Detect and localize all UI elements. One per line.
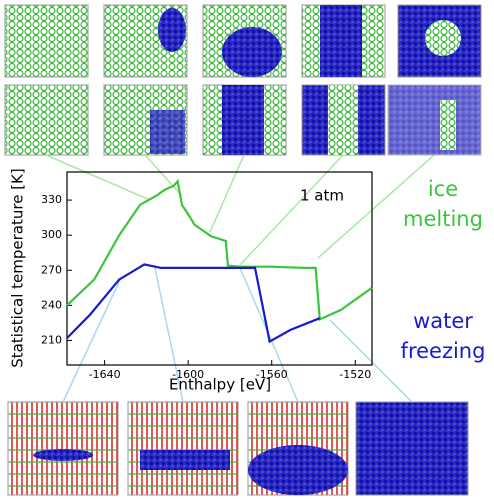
series-line [66, 179, 373, 322]
y-tick-label: 210 [41, 333, 62, 346]
y-tick-label: 240 [41, 298, 62, 311]
x-tick-label: -1600 [172, 368, 204, 381]
annotation: 1 atm [300, 187, 344, 205]
x-tick-label: -1560 [256, 368, 288, 381]
thumbnails-top [4, 4, 482, 78]
x-axis-label: Enthalpy [eV] [169, 376, 271, 394]
legend-label: water freezing [401, 309, 486, 363]
x-tick-label: -1640 [89, 368, 121, 381]
y-tick-label: 270 [41, 263, 62, 276]
y-tick-label: 330 [41, 193, 62, 206]
series-line [66, 263, 321, 344]
y-axis-label: Statistical temperature [K] [9, 168, 27, 367]
plot-frame [66, 171, 373, 366]
y-tick-label: 300 [41, 228, 62, 241]
thumbnails-bottom [7, 401, 469, 496]
x-tick-label: -1520 [339, 368, 371, 381]
legend-label: ice melting [403, 177, 483, 231]
thumbnails-middle [4, 84, 482, 156]
